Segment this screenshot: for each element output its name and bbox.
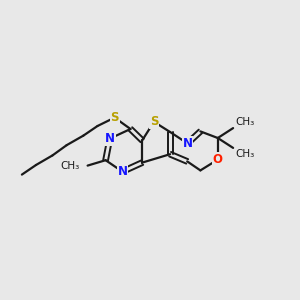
Text: CH₃: CH₃: [61, 160, 80, 171]
Text: S: S: [150, 115, 158, 128]
Text: S: S: [110, 111, 119, 124]
Text: N: N: [182, 137, 193, 150]
Text: N: N: [105, 132, 115, 145]
Text: CH₃: CH₃: [236, 149, 255, 159]
Text: CH₃: CH₃: [236, 117, 255, 127]
Text: O: O: [213, 153, 223, 166]
Text: N: N: [117, 165, 128, 178]
